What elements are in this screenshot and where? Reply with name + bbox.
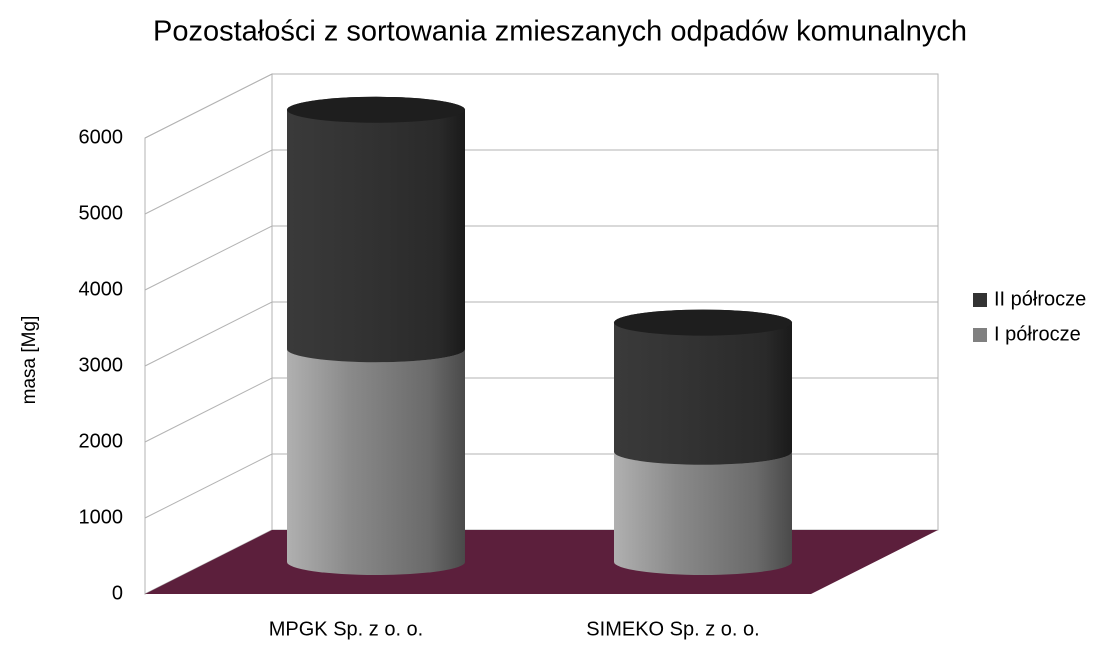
y-tick-label: 1000 [79, 506, 124, 528]
legend-swatch [973, 293, 987, 307]
y-tick-label: 2000 [79, 430, 124, 452]
legend-swatch [973, 328, 987, 342]
y-tick-label: 4000 [79, 278, 124, 300]
legend-label: II półrocze [994, 288, 1086, 310]
y-tick-label: 0 [112, 582, 123, 604]
y-tick-label: 5000 [79, 202, 124, 224]
grid-line [144, 377, 938, 443]
x-tick-label: SIMEKO Sp. z o. o. [586, 618, 759, 640]
cylinder-segment [287, 336, 465, 575]
grid-line [144, 301, 938, 367]
cylinder-segment [287, 96, 465, 363]
x-tick-label: MPGK Sp. z o. o. [269, 618, 424, 640]
grid-line [144, 453, 938, 519]
floor [145, 530, 938, 594]
cylinder-top [287, 96, 465, 123]
chart-title: Pozostałości z sortowania zmieszanych od… [153, 16, 967, 48]
cylinder-top [614, 309, 792, 336]
grid-line [144, 149, 938, 215]
grid-line [144, 225, 938, 291]
grid-line [144, 73, 938, 139]
y-tick-label: 6000 [79, 126, 124, 148]
cylinder-segment [614, 309, 792, 465]
legend-label: I półrocze [994, 323, 1081, 345]
y-axis-title: masa [Mg] [19, 316, 40, 405]
y-tick-label: 3000 [79, 354, 124, 376]
cylinder-segment [614, 438, 792, 575]
